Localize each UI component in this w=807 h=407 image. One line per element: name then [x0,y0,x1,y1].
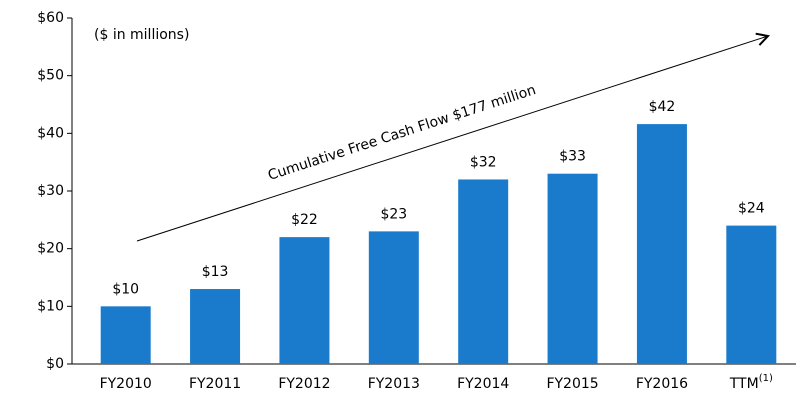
y-tick-label: $60 [37,10,64,26]
y-tick-label: $50 [37,68,64,84]
category-name: FY2014 [457,376,509,392]
category-name: FY2010 [100,376,152,392]
value-label: $32 [470,154,497,170]
x-tick-label: FY2010 [100,376,152,392]
x-tick-label: FY2013 [368,376,420,392]
category-name: FY2012 [278,376,330,392]
category-name: FY2016 [636,376,688,392]
value-label: $10 [112,281,139,297]
x-tick-label: FY2014 [457,376,509,392]
y-tick-label: $40 [37,125,64,141]
category-name: FY2015 [546,376,598,392]
y-tick-label: $30 [37,183,64,199]
value-label: $24 [738,201,765,217]
x-tick-label: FY2015 [546,376,598,392]
y-tick-label: $20 [37,241,64,257]
arrow-annotation: Cumulative Free Cash Flow $177 million [266,82,538,184]
x-tick-label: FY2011 [189,376,241,392]
units-note: ($ in millions) [94,27,189,43]
x-tick-label: TTM(1) [729,373,773,392]
bar [279,237,330,364]
footnote-marker: (1) [759,373,773,384]
category-name: TTM [729,376,759,392]
value-label: $23 [380,206,407,222]
bar [190,289,241,364]
bar [368,231,419,364]
bar [547,173,598,364]
bar [636,124,687,365]
x-tick-label: FY2016 [636,376,688,392]
category-name: FY2011 [189,376,241,392]
category-name: FY2013 [368,376,420,392]
y-tick-label: $0 [46,356,64,372]
bar [458,179,509,364]
value-label: $22 [291,212,318,228]
bar [726,225,777,364]
bar [100,306,151,364]
y-tick-label: $10 [37,298,64,314]
value-label: $42 [649,99,676,115]
x-tick-label: FY2012 [278,376,330,392]
trend-arrow [136,36,768,242]
value-label: $33 [559,149,586,165]
value-label: $13 [202,264,229,280]
